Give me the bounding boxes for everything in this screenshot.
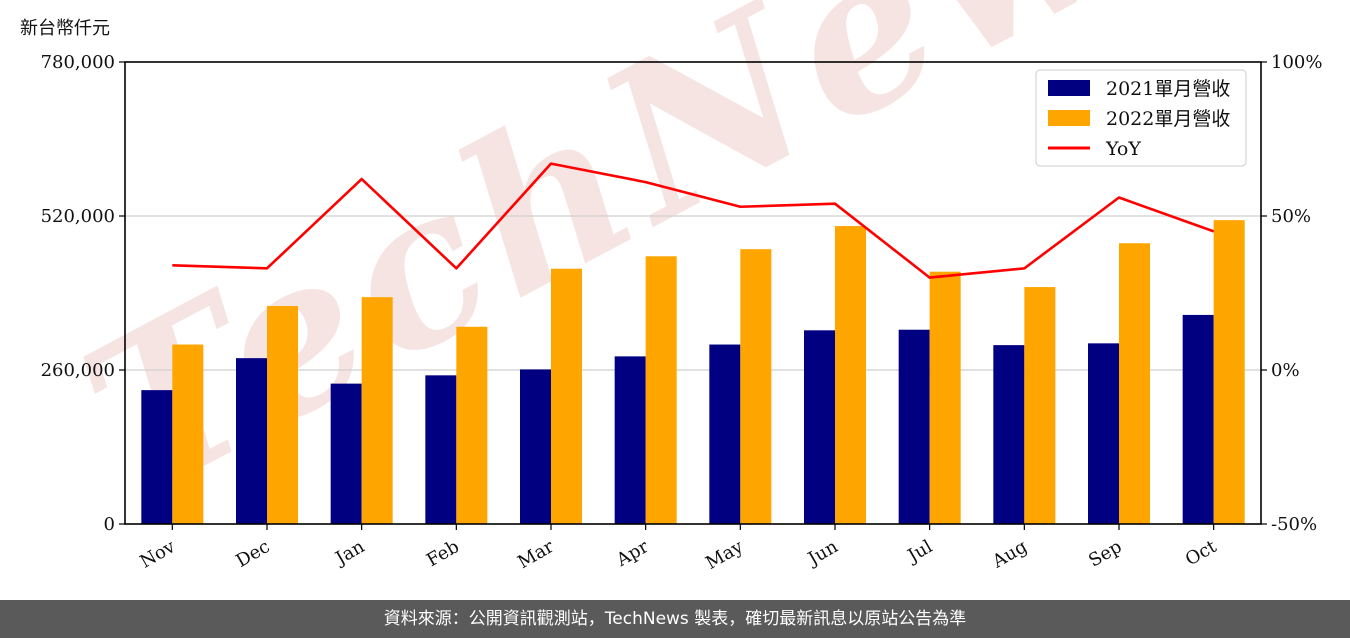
bar-2022-may [740,249,772,524]
yoy-line-group [172,162,1215,279]
x-tick-label-nov: Nov [136,536,179,573]
x-tick-label-mar: Mar [514,536,558,573]
x-tick-label-may: May [702,536,747,574]
left-tick-label: 780,000 [41,52,115,73]
x-tick-label-aug: Aug [988,536,1031,573]
bar-2021-feb [425,375,457,524]
legend-label: YoY [1105,138,1141,160]
x-tick-label-jan: Jan [330,536,368,570]
legend-swatch [1048,110,1090,126]
bar-2021-apr [614,356,646,524]
bar-2021-oct [1182,314,1214,524]
x-tick-label-jul: Jul [903,536,937,568]
bar-2021-dec [236,358,267,524]
bar-2022-feb [456,326,488,524]
bar-2021-nov [141,390,173,524]
bar-2021-jul [898,329,930,524]
x-tick-label-jun: Jun [803,536,842,571]
x-tick-label-apr: Apr [612,536,652,571]
bar-2022-jul [929,271,961,524]
bar-2022-jan [361,297,393,524]
bar-2022-apr [645,256,677,524]
bar-2022-oct [1213,220,1245,524]
legend-swatch [1048,80,1090,96]
right-tick-label: 50% [1271,206,1311,227]
legend-label: 2022單月營收 [1106,108,1230,130]
bar-2021-sep [1088,343,1119,524]
source-footer: 資料來源：公開資訊觀測站，TechNews 製表，確切最新訊息以原站公告為準 [0,600,1350,638]
x-tick-label-sep: Sep [1085,536,1125,571]
right-tick-label: 0% [1271,360,1300,381]
bar-2022-dec [267,306,298,524]
x-tick-label-feb: Feb [423,536,463,571]
unit-label: 新台幣仟元 [20,18,110,39]
bar-2022-aug [1024,287,1056,524]
bars [141,220,1245,525]
bar-2022-mar [551,268,582,524]
x-tick-label-oct: Oct [1182,536,1221,571]
right-tick-label: -50% [1271,514,1317,535]
bar-2021-jan [330,383,362,524]
yoy-line [172,162,1215,279]
bar-2022-nov [172,344,204,524]
right-tick-label: 100% [1271,52,1322,73]
left-tick-label: 0 [104,514,115,535]
bar-2022-sep [1119,243,1150,524]
legend-label: 2021單月營收 [1106,78,1230,100]
bar-2021-aug [993,345,1025,524]
plot-frame [124,61,1262,525]
bar-2021-jun [804,330,835,524]
legend: 2021單月營收 2022單月營收 YoY [1035,69,1247,167]
bar-2022-jun [835,226,866,525]
left-axis: 0 260,000 520,000 780,000 [41,52,125,535]
x-axis: Nov Dec Jan Feb Mar Apr May Jun Jul Aug Sep Oct [136,524,1221,574]
bar-2021-may [709,344,741,524]
bar-2021-mar [520,369,551,524]
left-tick-label: 260,000 [41,360,115,381]
left-tick-label: 520,000 [41,206,115,227]
right-axis: -50% 0% 50% 100% [1261,52,1322,535]
gridlines [125,215,1261,371]
x-tick-label-dec: Dec [233,536,274,572]
